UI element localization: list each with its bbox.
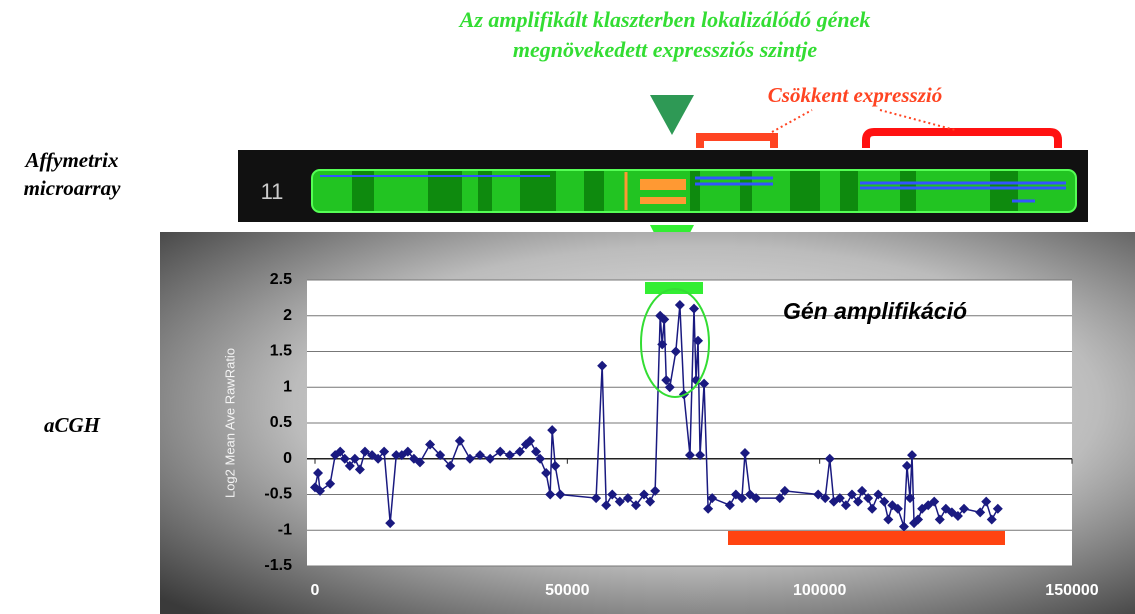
annotation: Gén amplifikáció [783,298,967,324]
x-tick-label: 0 [311,582,320,599]
y-tick-label: 1.5 [270,343,292,360]
row-label: aCGH [44,413,101,437]
decreased-label: Csökkent expresszió [768,83,942,107]
slide: Az amplifikált klaszterben lokalizálódó … [0,0,1135,614]
y-tick-label: 0.5 [270,414,292,431]
decreased-region [728,531,1005,545]
y-tick-label: 2.5 [270,271,292,288]
bracket [866,132,1058,148]
y-tick-label: 0 [283,450,292,467]
y-tick-label: -1.5 [264,557,292,574]
amplified-region [645,282,703,294]
y-axis-title: Log2 Mean Ave RawRatio [222,348,237,498]
arrow [650,95,694,135]
y-tick-label: -0.5 [264,486,292,503]
header-line: megnövekedett expressziós szintje [513,37,818,62]
chromosome [312,170,1076,212]
x-tick-label: 100000 [793,582,846,599]
leader [880,110,955,130]
header-line: Az amplifikált klaszterben lokalizálódó … [458,7,871,32]
chromosome-label: 11 [261,179,284,204]
y-tick-label: 2 [283,307,292,324]
y-tick-label: 1 [283,378,292,395]
row-label: Affymetrix [24,148,119,172]
x-tick-label: 50000 [545,582,590,599]
y-tick-label: -1 [278,521,292,538]
bracket [700,137,774,148]
leader [772,110,812,132]
x-tick-label: 150000 [1045,582,1098,599]
row-label: microarray [24,176,122,200]
